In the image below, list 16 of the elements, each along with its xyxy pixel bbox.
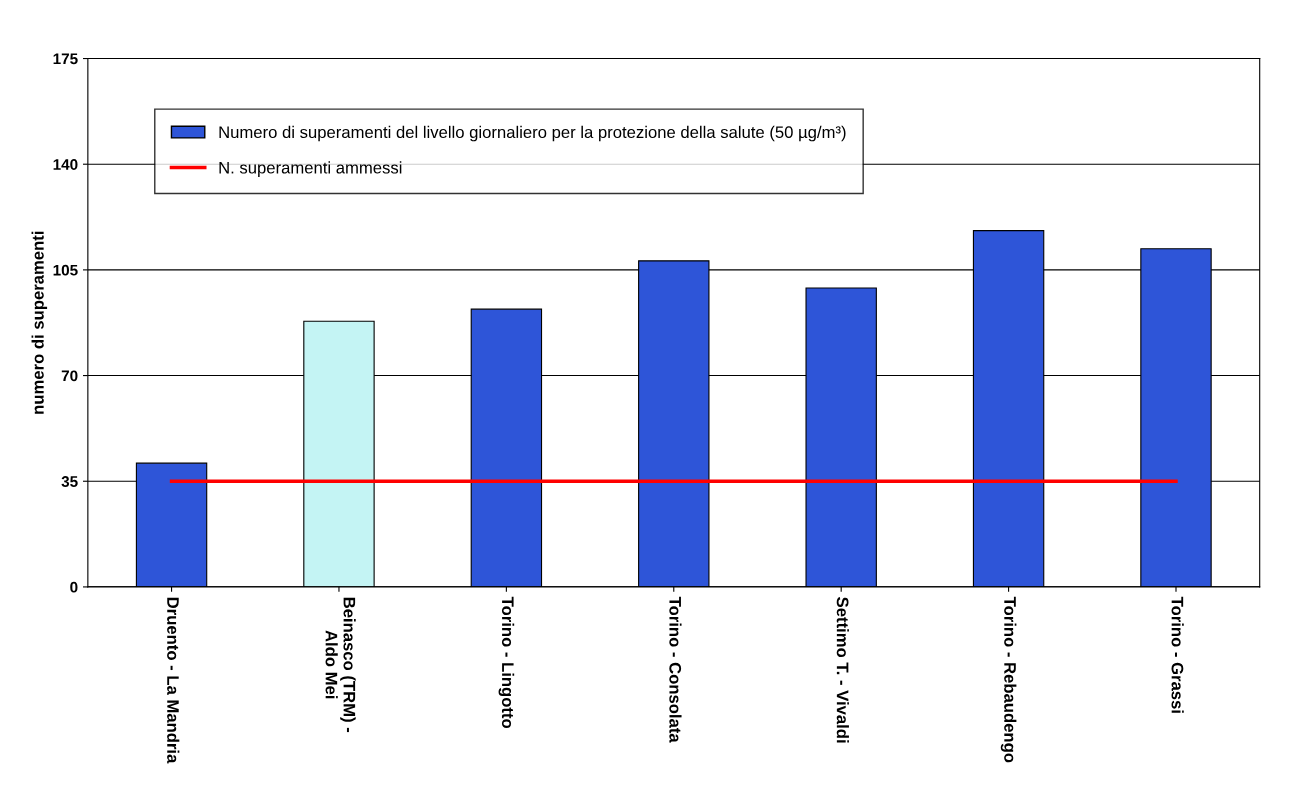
y-tick-label: 0 [70, 581, 78, 593]
x-tick-label: Druento - La Mandria [167, 597, 180, 764]
x-tick-label: Torino - Rebaudengo [1000, 596, 1017, 763]
x-tick-label: Torino - Consolata [669, 596, 682, 743]
y-tick-label: 105 [53, 264, 78, 276]
x-tick-label: Torino - Grassi [1171, 596, 1184, 713]
x-tick-label: Beinasco (TRM) - Aldo Mei [325, 597, 356, 733]
y-tick-label: 175 [53, 53, 78, 65]
y-axis-title: numero di superamenti [31, 231, 48, 414]
legend-label: Numero di superamenti del livello giornaliero per la protezione della salute (50 µg/m³) [219, 125, 846, 142]
x-tick-label: Settimo T. - Vivaldi [836, 597, 849, 743]
y-tick-label: 70 [61, 370, 78, 382]
legend-label: N. superamenti ammessi [219, 161, 402, 177]
y-tick-label: 140 [53, 159, 78, 170]
y-tick-label: 35 [61, 476, 78, 487]
x-tick-label: Torino - Lingotto [498, 596, 515, 729]
